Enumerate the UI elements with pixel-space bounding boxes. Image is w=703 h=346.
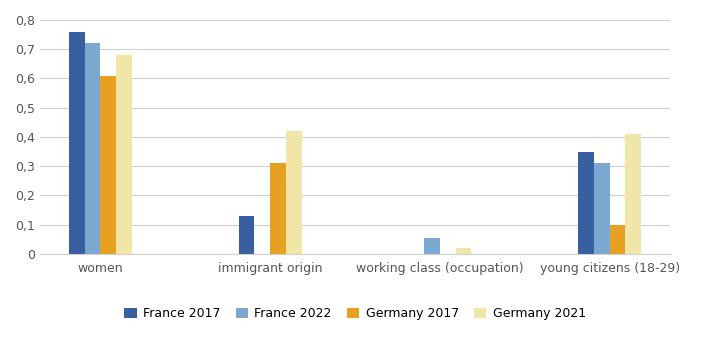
Bar xyxy=(116,55,132,254)
Bar xyxy=(610,225,626,254)
Bar xyxy=(239,216,254,254)
Bar xyxy=(424,238,440,254)
Bar xyxy=(270,163,286,254)
Bar xyxy=(626,134,641,254)
Bar xyxy=(578,152,594,254)
Bar xyxy=(594,163,610,254)
Bar xyxy=(69,32,85,254)
Bar xyxy=(85,43,101,254)
Bar xyxy=(286,131,302,254)
Bar xyxy=(101,75,116,254)
Legend: France 2017, France 2022, Germany 2017, Germany 2021: France 2017, France 2022, Germany 2017, … xyxy=(120,302,591,325)
Bar xyxy=(456,248,472,254)
